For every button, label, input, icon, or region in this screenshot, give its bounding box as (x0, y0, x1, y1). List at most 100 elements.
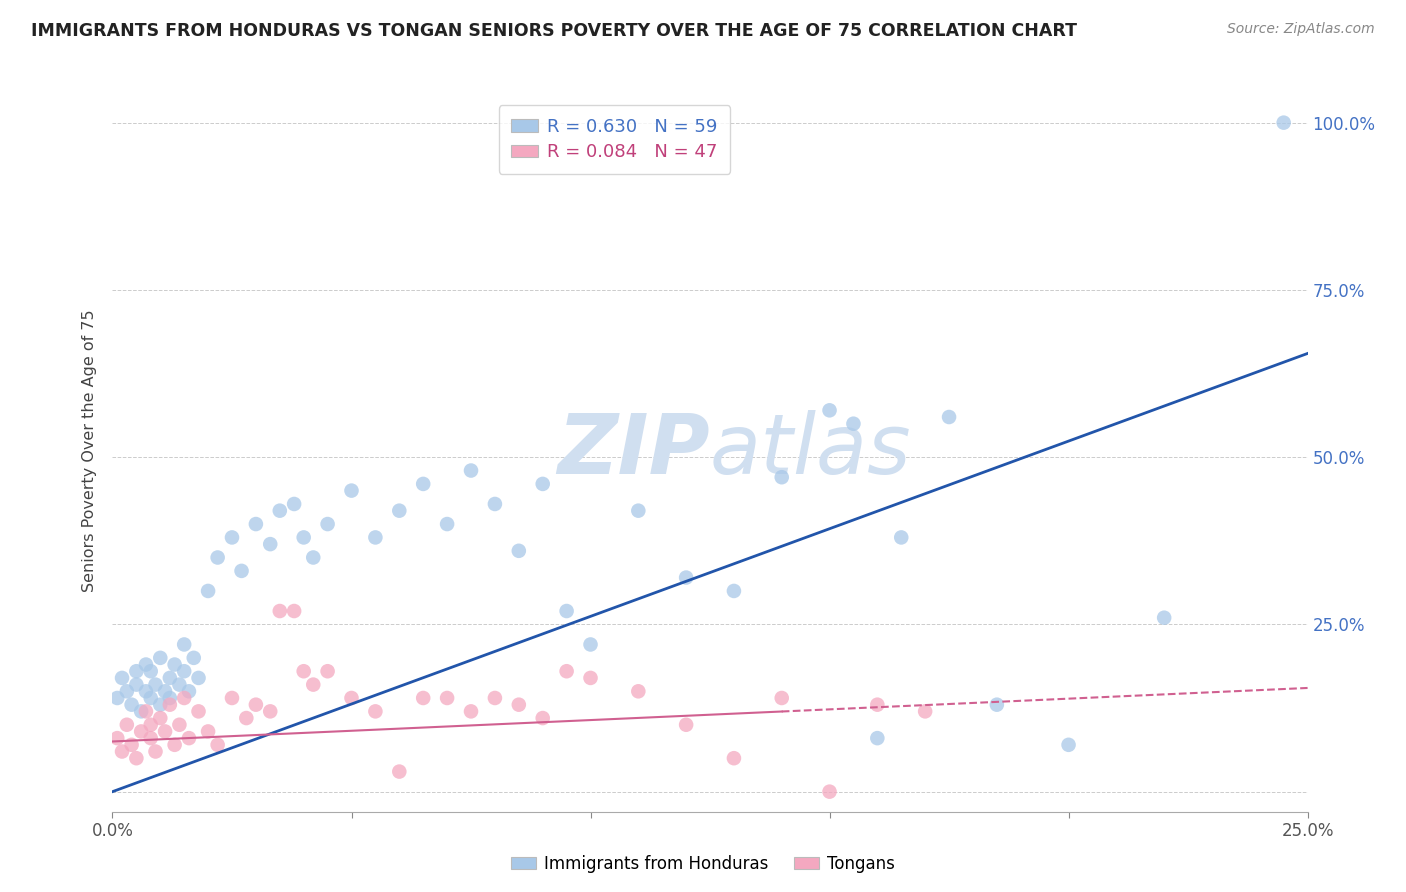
Point (818, 785, 841, 799)
Point (283, 497, 305, 511)
Point (302, 550, 325, 565)
Point (1057, 738, 1080, 752)
Point (723, 751, 745, 765)
Point (125, 664, 148, 679)
Point (508, 698, 530, 712)
Point (121, 698, 143, 712)
Point (159, 690, 181, 705)
Y-axis label: Seniors Poverty Over the Age of 75: Seniors Poverty Over the Age of 75 (82, 310, 97, 591)
Point (269, 604, 291, 618)
Point (555, 604, 578, 618)
Point (159, 698, 181, 712)
Legend: R = 0.630   N = 59, R = 0.084   N = 47: R = 0.630 N = 59, R = 0.084 N = 47 (499, 105, 730, 174)
Point (153, 684, 176, 698)
Point (818, 403, 841, 417)
Point (221, 530, 243, 544)
Point (292, 530, 315, 544)
Legend: Immigrants from Honduras, Tongans: Immigrants from Honduras, Tongans (505, 848, 901, 880)
Point (866, 698, 889, 712)
Point (890, 530, 912, 544)
Point (627, 503, 650, 517)
Point (145, 678, 167, 692)
Point (197, 584, 219, 599)
Point (245, 698, 267, 712)
Point (245, 517, 267, 532)
Point (231, 564, 253, 578)
Point (187, 705, 209, 719)
Point (197, 724, 219, 739)
Point (302, 678, 325, 692)
Point (675, 717, 697, 731)
Point (436, 517, 458, 532)
Point (125, 678, 148, 692)
Point (125, 751, 148, 765)
Point (531, 711, 554, 725)
Point (221, 690, 243, 705)
Point (207, 738, 229, 752)
Point (111, 744, 134, 758)
Point (259, 537, 281, 551)
Point (173, 664, 195, 679)
Point (723, 584, 745, 599)
Point (364, 705, 387, 719)
Point (115, 717, 138, 731)
Point (135, 657, 157, 672)
Point (129, 724, 152, 739)
Point (866, 731, 889, 746)
Point (183, 651, 205, 665)
Point (139, 664, 162, 679)
Point (340, 483, 363, 498)
Point (149, 698, 172, 712)
Point (292, 664, 315, 679)
Point (1272, 116, 1295, 130)
Point (460, 464, 482, 478)
Point (675, 571, 697, 585)
Point (173, 690, 195, 705)
Point (115, 684, 138, 698)
Point (340, 690, 363, 705)
Point (173, 637, 195, 651)
Point (269, 503, 291, 517)
Point (177, 731, 200, 746)
Point (163, 738, 186, 752)
Point (139, 690, 162, 705)
Point (163, 657, 186, 672)
Point (129, 705, 152, 719)
Point (135, 705, 157, 719)
Point (149, 651, 172, 665)
Point (121, 738, 143, 752)
Point (283, 604, 305, 618)
Point (364, 530, 387, 544)
Point (105, 731, 128, 746)
Point (914, 705, 936, 719)
Point (169, 678, 191, 692)
Point (579, 637, 602, 651)
Point (388, 503, 411, 517)
Text: Source: ZipAtlas.com: Source: ZipAtlas.com (1227, 22, 1375, 37)
Point (207, 550, 229, 565)
Point (111, 671, 134, 685)
Point (105, 690, 128, 705)
Point (770, 470, 793, 484)
Point (388, 764, 411, 779)
Point (508, 544, 530, 558)
Point (139, 717, 162, 731)
Text: IMMIGRANTS FROM HONDURAS VS TONGAN SENIORS POVERTY OVER THE AGE OF 75 CORRELATIO: IMMIGRANTS FROM HONDURAS VS TONGAN SENIO… (31, 22, 1077, 40)
Point (938, 410, 960, 425)
Point (842, 417, 865, 431)
Text: ZIP: ZIP (557, 410, 710, 491)
Point (484, 690, 506, 705)
Point (555, 664, 578, 679)
Point (177, 684, 200, 698)
Point (986, 698, 1008, 712)
Point (187, 671, 209, 685)
Point (531, 476, 554, 491)
Text: atlas: atlas (710, 410, 911, 491)
Point (316, 517, 339, 532)
Point (627, 684, 650, 698)
Point (135, 684, 157, 698)
Point (770, 690, 793, 705)
Point (139, 731, 162, 746)
Point (436, 690, 458, 705)
Point (149, 711, 172, 725)
